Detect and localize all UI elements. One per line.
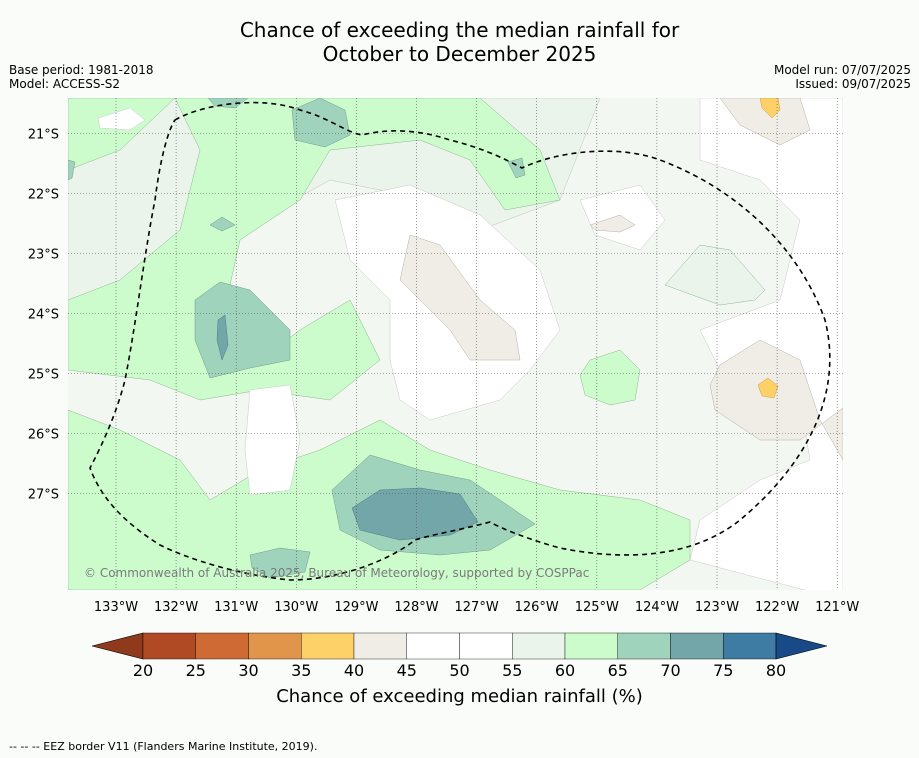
colorbar-segment: [723, 632, 777, 660]
title-line-1: Chance of exceeding the median rainfall …: [239, 18, 680, 42]
contour-55-60-east: [664, 244, 766, 306]
colorbar-tick-label: 35: [291, 661, 311, 680]
colorbar-under-triangle: [91, 632, 144, 660]
contour-70-75-west: [216, 314, 229, 361]
latitude-label: 26°S: [28, 428, 59, 443]
map-title: Chance of exceeding the median rainfall …: [0, 18, 919, 66]
colorbar-segment: [564, 632, 618, 660]
colorbar-segment: [195, 632, 249, 660]
contour-65-70-small: [209, 216, 236, 232]
copyright-text: © Commonwealth of Australia 2025, Bureau…: [84, 566, 589, 580]
colorbar-segment: [301, 632, 355, 660]
longitude-label: 125°W: [575, 600, 619, 615]
eez-footnote: -- -- -- EEZ border V11 (Flanders Marine…: [9, 740, 318, 753]
longitude-label: 131°W: [214, 600, 258, 615]
contour-35-40-east-spot: [757, 377, 779, 399]
latitude-label: 21°S: [28, 128, 59, 143]
model-run-text: Model run: 07/07/2025: [773, 63, 911, 77]
colorbar-tick-label: 30: [238, 661, 258, 680]
base-period-text: Base period: 1981-2018: [9, 63, 154, 77]
colorbar-tick-label: 65: [608, 661, 628, 680]
longitude-label: 128°W: [394, 600, 438, 615]
contour-40-45-east: [709, 339, 843, 461]
title-line-2: October to December 2025: [322, 42, 597, 66]
contour-35-40-north-spot: [759, 98, 781, 119]
colorbar-segment: [248, 632, 302, 660]
longitude-label: 133°W: [94, 600, 138, 615]
contour-65-70-north: [291, 98, 351, 148]
longitude-label: 129°W: [334, 600, 378, 615]
meta-left: Base period: 1981-2018 Model: ACCESS-S2: [9, 63, 154, 91]
longitude-label: 124°W: [635, 600, 679, 615]
contour-40-45-top-east: [719, 98, 811, 146]
colorbar-tick-label: 55: [502, 661, 522, 680]
latitude-label: 22°S: [28, 188, 59, 203]
meta-right: Model run: 07/07/2025 Issued: 09/07/2025: [774, 63, 911, 91]
longitude-label: 122°W: [755, 600, 799, 615]
colorbar-segment: [142, 632, 196, 660]
colorbar-segment: [459, 632, 513, 660]
latitude-labels: 21°S 22°S 23°S 24°S 25°S 26°S 27°S: [28, 128, 59, 503]
contour-45-55-small: [97, 107, 146, 131]
colorbar-tick-label: 75: [713, 661, 733, 680]
colorbar-segment: [353, 632, 407, 660]
colorbar-tick-label: 60: [555, 661, 575, 680]
latitude-label: 25°S: [28, 368, 59, 383]
colorbar-segment: [512, 632, 566, 660]
latitude-label: 23°S: [28, 248, 59, 263]
latitude-label: 24°S: [28, 308, 59, 323]
colorbar-segment: [670, 632, 724, 660]
longitude-label: 132°W: [154, 600, 198, 615]
contour-60-65-nw-corner: [68, 98, 176, 171]
longitude-labels: 133°W 132°W 131°W 130°W 129°W 128°W 127°W 126°W…: [94, 600, 860, 615]
map-area: [68, 98, 843, 590]
longitude-label: 127°W: [455, 600, 499, 615]
colorbar-tick-label: 40: [344, 661, 364, 680]
eez-border: [89, 101, 831, 581]
colorbar-tick-label: 25: [186, 661, 206, 680]
colorbar-over-triangle: [775, 632, 828, 660]
longitude-label: 123°W: [695, 600, 739, 615]
longitude-label: 130°W: [274, 600, 318, 615]
contour-65-70-west: [194, 281, 291, 379]
colorbar-tick-label: 45: [397, 661, 417, 680]
colorbar-segment: [617, 632, 671, 660]
contour-40-45-northeast: [589, 214, 636, 233]
colorbar-tick-label: 20: [133, 661, 153, 680]
issued-text: Issued: 09/07/2025: [795, 77, 911, 91]
grid-lines: [68, 98, 843, 590]
colorbar-tick-label: 50: [449, 661, 469, 680]
model-text: Model: ACCESS-S2: [9, 77, 121, 91]
colorbar: 20 25 30 35 40 45 50 55 60 65 70 75 80: [91, 632, 828, 680]
contour-40-45-central: [399, 234, 521, 361]
contour-60-65-central-east: [579, 349, 641, 406]
colorbar-segment: [406, 632, 460, 660]
longitude-label: 126°W: [515, 600, 559, 615]
latitude-label: 27°S: [28, 488, 59, 503]
contour-60-65-west: [68, 98, 561, 401]
contour-65-70-south-small: [249, 547, 311, 579]
contour-65-70-edge: [68, 159, 76, 181]
contour-70-75-south: [351, 487, 479, 541]
colorbar-label: Chance of exceeding median rainfall (%): [276, 686, 643, 707]
colorbar-tick-label: 80: [766, 661, 786, 680]
longitude-label: 121°W: [815, 600, 859, 615]
contour-45-55-southwest: [244, 384, 301, 496]
colorbar-tick-label: 70: [660, 661, 680, 680]
